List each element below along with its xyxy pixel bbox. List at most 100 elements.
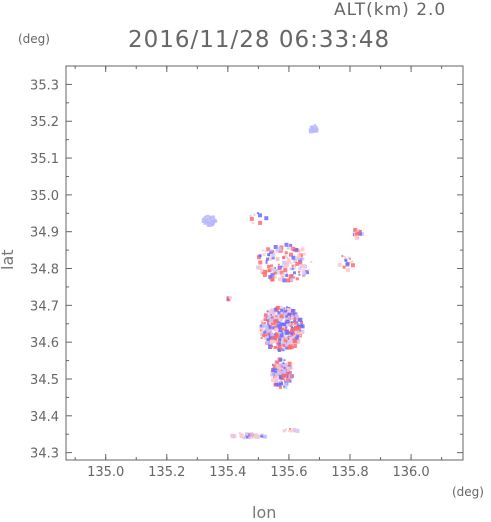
x-tick-label: 135.8 bbox=[331, 465, 368, 480]
echo-pixel bbox=[250, 432, 253, 436]
echo-pixel bbox=[287, 257, 290, 260]
echo-pixel bbox=[295, 336, 299, 340]
echo-pixel bbox=[263, 336, 267, 340]
echo-pixel bbox=[276, 376, 279, 380]
echo-pixel bbox=[206, 217, 209, 220]
y-tick-label: 35.0 bbox=[30, 189, 59, 204]
echo-pixel bbox=[296, 254, 301, 258]
echo-pixel bbox=[279, 333, 284, 338]
y-tick-label: 34.7 bbox=[30, 299, 59, 314]
echo-pixel bbox=[278, 371, 282, 375]
echo-pixel bbox=[249, 216, 254, 221]
echo-pixel bbox=[285, 347, 288, 350]
echo-pixel bbox=[285, 326, 288, 329]
y-axis-label: lat bbox=[0, 249, 17, 270]
echo-pixel bbox=[258, 327, 261, 329]
echo-pixel bbox=[267, 265, 271, 268]
echo-pixel bbox=[258, 265, 262, 270]
echo-pixel bbox=[314, 125, 318, 129]
echo-pixel bbox=[262, 253, 266, 257]
echo-pixel bbox=[299, 329, 302, 332]
echo-pixel bbox=[301, 264, 306, 268]
echo-pixel bbox=[273, 271, 277, 275]
echo-pixel bbox=[296, 334, 300, 337]
echo-pixel bbox=[263, 333, 268, 338]
echo-pixel bbox=[271, 268, 275, 272]
echo-pixel bbox=[273, 275, 277, 279]
echo-pixel bbox=[268, 309, 273, 314]
echo-pixel bbox=[300, 330, 303, 334]
echo-pixel bbox=[271, 256, 275, 260]
echo-pixel bbox=[269, 250, 274, 254]
echo-pixel bbox=[279, 314, 284, 319]
echo-pixel bbox=[291, 315, 295, 319]
echo-pixel bbox=[286, 307, 289, 310]
echo-pixel bbox=[204, 218, 209, 223]
echo-pixel bbox=[276, 305, 280, 309]
echo-pixel bbox=[284, 336, 288, 340]
echo-pixel bbox=[307, 269, 310, 272]
echo-pixel bbox=[277, 382, 281, 387]
echo-pixel bbox=[260, 434, 264, 438]
echo-pixel bbox=[275, 335, 280, 340]
echo-pixel bbox=[293, 276, 296, 279]
echo-pixel bbox=[243, 436, 247, 440]
echo-pixel bbox=[281, 365, 284, 368]
echo-pixel bbox=[265, 324, 269, 329]
echo-pixel bbox=[285, 313, 290, 318]
echo-pixel bbox=[295, 277, 299, 281]
echo-pixel bbox=[285, 264, 289, 268]
echo-pixel bbox=[274, 320, 277, 323]
echo-pixel bbox=[291, 255, 296, 260]
echo-pixel bbox=[288, 430, 291, 433]
echo-pixel bbox=[278, 328, 283, 333]
echo-pixel bbox=[292, 312, 297, 317]
echo-pixel bbox=[245, 434, 250, 439]
echo-pixel bbox=[284, 321, 287, 324]
echo-pixel bbox=[291, 334, 294, 337]
echo-pixel bbox=[273, 267, 276, 269]
echo-pixel bbox=[276, 346, 280, 350]
echo-pixel bbox=[286, 306, 288, 309]
echo-pixel bbox=[298, 260, 302, 264]
echo-pixel bbox=[346, 268, 350, 273]
echo-pixel bbox=[292, 344, 297, 348]
echo-pixel bbox=[258, 213, 262, 218]
echo-pixel bbox=[274, 327, 279, 332]
echo-pixel bbox=[276, 272, 279, 275]
echo-pixel bbox=[276, 342, 279, 345]
y-axis-unit: (deg) bbox=[18, 32, 50, 46]
echo-pixel bbox=[275, 370, 277, 373]
y-tick-label: 35.2 bbox=[30, 115, 59, 130]
echo-pixel bbox=[281, 331, 284, 334]
echo-pixel bbox=[298, 258, 303, 263]
echo-pixel bbox=[274, 376, 277, 378]
echo-pixel bbox=[349, 257, 351, 260]
echo-pixel bbox=[288, 274, 293, 279]
x-axis-unit: (deg) bbox=[452, 485, 484, 499]
echo-pixel bbox=[292, 264, 297, 269]
echo-pixel bbox=[286, 378, 290, 382]
echo-pixel bbox=[275, 378, 278, 382]
echo-pixel bbox=[210, 219, 215, 224]
echo-pixel bbox=[344, 258, 348, 262]
echo-pixel bbox=[261, 328, 265, 332]
echo-pixel bbox=[288, 379, 292, 383]
echo-pixel bbox=[275, 334, 279, 337]
echo-pixel bbox=[275, 318, 279, 323]
echo-pixel bbox=[282, 278, 287, 283]
echo-pixel bbox=[284, 329, 289, 334]
echo-pixel bbox=[289, 428, 292, 430]
echo-pixel bbox=[274, 321, 278, 325]
echo-pixel bbox=[344, 256, 346, 259]
echo-pixel bbox=[277, 314, 281, 318]
echo-pixel bbox=[314, 128, 319, 133]
echo-pixel bbox=[242, 433, 244, 436]
echo-pixel bbox=[203, 216, 206, 219]
echo-pixel bbox=[261, 323, 266, 328]
echo-pixel bbox=[271, 251, 275, 255]
echo-pixel bbox=[356, 231, 360, 235]
echo-pixel bbox=[267, 268, 272, 273]
echo-pixel bbox=[277, 263, 280, 266]
echo-pixel bbox=[258, 254, 262, 258]
